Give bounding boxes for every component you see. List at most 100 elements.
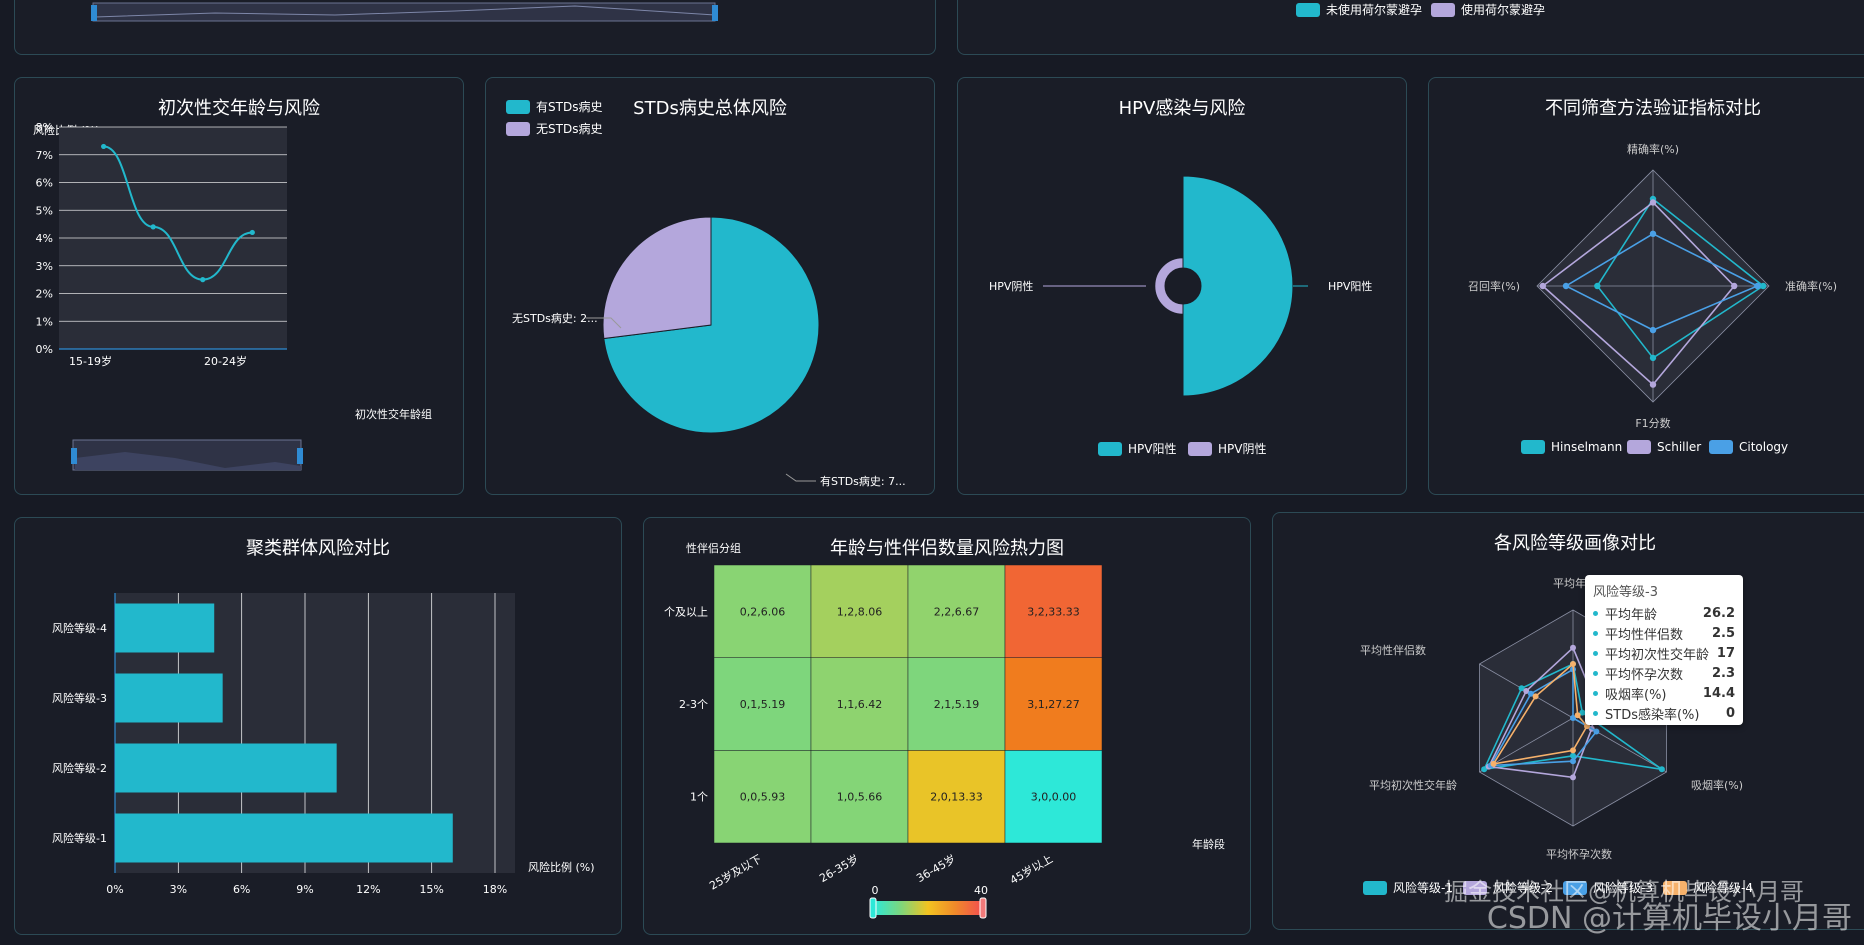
- legend-swatch: [506, 121, 530, 136]
- cell-label: 3,0,0.00: [1031, 791, 1076, 804]
- tooltip-label-text: STDs感染率(%): [1605, 707, 1700, 723]
- stds-risk-panel: STDs病史总体风险 有STDs病史 无STDs病史 无STDs病史: 2...…: [485, 77, 935, 495]
- tooltip-dot-icon: [1593, 670, 1598, 676]
- panel-title: 初次性交年龄与风险: [158, 98, 320, 119]
- legend-hpv-negative[interactable]: HPV阴性: [1188, 440, 1266, 457]
- radar-point: [1570, 747, 1576, 754]
- cell-label: 2,0,13.33: [930, 791, 982, 804]
- radar-point: [1570, 774, 1576, 781]
- legend-risk-1[interactable]: 风险等级-1: [1363, 879, 1453, 896]
- heatmap-cell: [713, 657, 812, 751]
- hpv-risk-panel: HPV感染与风险 HPV阳性 HPV阴性 HPV阳性 HPV阴性: [957, 77, 1407, 495]
- x-tick-label: 18%: [483, 883, 507, 896]
- tooltip-label-text: 平均初次性交年龄: [1605, 647, 1710, 663]
- legend-stds-no[interactable]: 无STDs病史: [506, 120, 602, 137]
- slider-handle-right[interactable]: [297, 448, 303, 464]
- tooltip-row-label: 吸烟率(%): [1593, 684, 1667, 703]
- legend-schiller[interactable]: Schiller: [1627, 440, 1701, 454]
- legend-risk-3[interactable]: 风险等级-3: [1563, 879, 1653, 896]
- cell-label: 2,2,6.67: [934, 605, 979, 618]
- radar-point: [1649, 354, 1657, 362]
- radar-point: [1570, 661, 1576, 667]
- visual-map-min-label: 0: [872, 884, 879, 897]
- tooltip-row-label: 平均年龄: [1593, 604, 1657, 623]
- y-tick-label: 5%: [36, 204, 53, 217]
- heatmap-chart: 性伴侣分组 年龄段 0,0,5.93 1,0,5.66 2,0,13.33 3,0,0…: [664, 541, 1225, 919]
- heatmap-cell: [713, 750, 812, 844]
- tooltip-dot-icon: [1593, 650, 1598, 656]
- pie-label-yes: 有STDs病史: 7...: [820, 474, 906, 488]
- bar: [115, 603, 215, 653]
- x-tick-label: 26-35岁: [817, 851, 861, 885]
- visual-map-handle-min[interactable]: [869, 897, 877, 919]
- radar-point: [1570, 644, 1576, 651]
- series-line: [103, 145, 253, 281]
- tooltip-row-label: 平均性伴侣数: [1593, 624, 1683, 643]
- radar-axis-label: 准确率(%): [1785, 279, 1837, 293]
- radar-axis-label: 平均怀孕次数: [1546, 847, 1612, 861]
- radar-axis-label: 召回率(%): [1468, 279, 1520, 293]
- radar-point: [1658, 766, 1665, 773]
- visual-map-max-label: 40: [974, 884, 988, 897]
- x-tick-label: 45岁以上: [1007, 851, 1055, 887]
- radar-point: [1570, 752, 1576, 759]
- radar-point: [1731, 282, 1738, 290]
- tooltip-row: 吸烟率(%) 14.4: [1593, 683, 1735, 703]
- tooltip-value: 0: [1725, 705, 1735, 721]
- top-datazoom-slider[interactable]: [15, 0, 937, 56]
- legend-risk-4[interactable]: 风险等级-4: [1663, 879, 1753, 896]
- cell-label: 0,0,5.93: [740, 791, 785, 804]
- x-tick-label: 20-24岁: [204, 354, 247, 368]
- tooltip-row-label: 平均怀孕次数: [1593, 664, 1683, 683]
- radar-axis-label: F1分数: [1635, 417, 1670, 430]
- visual-map-bar[interactable]: [874, 901, 982, 915]
- radar-point: [1649, 199, 1657, 206]
- legend-hinselmann[interactable]: Hinselmann: [1521, 440, 1622, 454]
- legend-hormone[interactable]: 使用荷尔蒙避孕: [1431, 1, 1545, 18]
- heatmap-cell: [1004, 750, 1103, 844]
- legend-citology[interactable]: Citology: [1709, 440, 1788, 454]
- heatmap-cell: [907, 657, 1006, 751]
- slider-handle-left[interactable]: [71, 448, 77, 464]
- x-tick-label: 6%: [233, 883, 250, 896]
- legend-risk-2[interactable]: 风险等级-2: [1463, 879, 1553, 896]
- x-tick-label: 36-45岁: [914, 851, 958, 885]
- tooltip-value: 2.5: [1711, 625, 1735, 641]
- legend-swatch: [1188, 441, 1212, 456]
- data-point: [101, 143, 107, 150]
- legend-hpv-positive[interactable]: HPV阳性: [1098, 440, 1176, 457]
- y-tick-label: 风险等级-4: [52, 621, 107, 635]
- data-point: [150, 224, 156, 230]
- legend-stds-yes[interactable]: 有STDs病史: [506, 98, 602, 115]
- heatmap-cell: [810, 564, 909, 658]
- x-tick-label: 0%: [106, 883, 123, 896]
- tooltip-row-label: 平均初次性交年龄: [1593, 644, 1709, 663]
- radar-point: [1754, 282, 1761, 290]
- tooltip-row: STDs感染率(%) 0: [1593, 703, 1735, 723]
- radar-point: [1527, 690, 1534, 697]
- x-axis-label: 风险比例 (%): [528, 860, 595, 874]
- tooltip-value: 26.2: [1702, 605, 1735, 621]
- tooltip-dot-icon: [1593, 610, 1598, 616]
- radar-point: [1532, 693, 1539, 700]
- data-point: [200, 277, 206, 283]
- tooltip-value: 2.3: [1711, 665, 1735, 681]
- legend-swatch: [1363, 880, 1387, 895]
- y-tick-label: 4%: [36, 232, 53, 245]
- x-tick-label: 25岁及以下: [707, 851, 764, 892]
- tooltip-label-text: 吸烟率(%): [1605, 687, 1667, 703]
- heatmap-cell: [810, 750, 909, 844]
- legend-no-hormone[interactable]: 未使用荷尔蒙避孕: [1296, 1, 1422, 18]
- visual-map-handle-max[interactable]: [979, 897, 987, 919]
- rose-chart: HPV阳性 HPV阴性: [989, 175, 1372, 397]
- tooltip-dot-icon: [1593, 630, 1598, 636]
- cell-label: 0,1,5.19: [740, 698, 785, 711]
- tooltip-dot-icon: [1593, 710, 1598, 716]
- cell-label: 3,1,27.27: [1027, 698, 1079, 711]
- x-axis-label: 年龄段: [1192, 837, 1225, 851]
- pie-slice: [602, 216, 712, 340]
- tooltip-value: 17: [1716, 645, 1735, 661]
- y-tick-label: 2-3个: [679, 698, 708, 711]
- y-tick-label: 2%: [36, 288, 53, 301]
- tooltip-label-text: 平均怀孕次数: [1605, 667, 1684, 683]
